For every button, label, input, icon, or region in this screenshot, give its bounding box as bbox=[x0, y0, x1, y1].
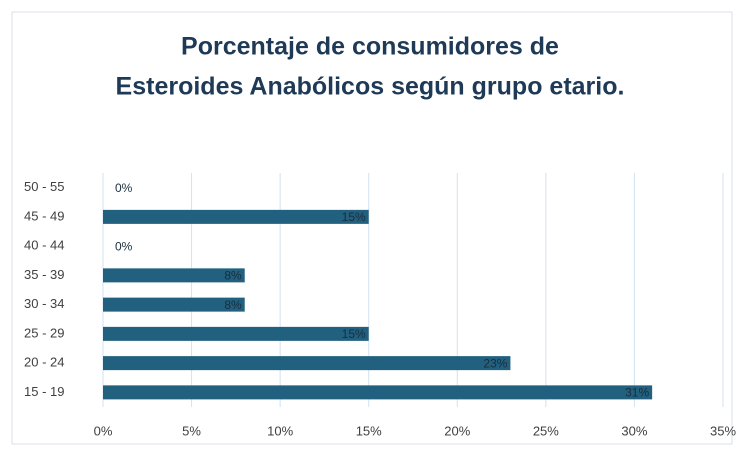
x-tick-label: 30% bbox=[621, 423, 647, 438]
chart-title: Porcentaje de consumidores de bbox=[181, 33, 559, 61]
chart-border bbox=[11, 11, 733, 445]
value-label: 23% bbox=[483, 356, 507, 370]
value-label: 15% bbox=[342, 210, 366, 224]
value-label: 0% bbox=[115, 181, 133, 195]
y-tick-label: 50 - 55 bbox=[24, 179, 64, 194]
y-tick-label: 45 - 49 bbox=[24, 208, 64, 223]
value-label: 31% bbox=[625, 386, 649, 400]
value-label: 0% bbox=[115, 239, 133, 253]
bar bbox=[103, 209, 369, 224]
bar bbox=[103, 385, 653, 400]
x-tick-label: 15% bbox=[356, 423, 382, 438]
value-label: 15% bbox=[342, 327, 366, 341]
bar bbox=[103, 268, 245, 283]
y-tick-label: 25 - 29 bbox=[24, 325, 64, 340]
bar bbox=[103, 356, 511, 371]
x-tick-label: 5% bbox=[182, 423, 201, 438]
x-tick-label: 0% bbox=[94, 423, 113, 438]
x-tick-label: 10% bbox=[267, 423, 293, 438]
y-tick-label: 30 - 34 bbox=[24, 296, 64, 311]
bar bbox=[103, 297, 245, 312]
value-label: 8% bbox=[224, 298, 242, 312]
x-tick-label: 35% bbox=[710, 423, 736, 438]
x-tick-label: 25% bbox=[533, 423, 559, 438]
value-label: 8% bbox=[224, 269, 242, 283]
chart-title: Esteroides Anabólicos según grupo etario… bbox=[116, 73, 625, 101]
y-tick-label: 40 - 44 bbox=[24, 238, 64, 253]
bar bbox=[103, 326, 369, 341]
y-tick-label: 15 - 19 bbox=[24, 384, 64, 399]
x-tick-label: 20% bbox=[444, 423, 470, 438]
y-tick-label: 35 - 39 bbox=[24, 267, 64, 282]
y-tick-label: 20 - 24 bbox=[24, 355, 64, 370]
